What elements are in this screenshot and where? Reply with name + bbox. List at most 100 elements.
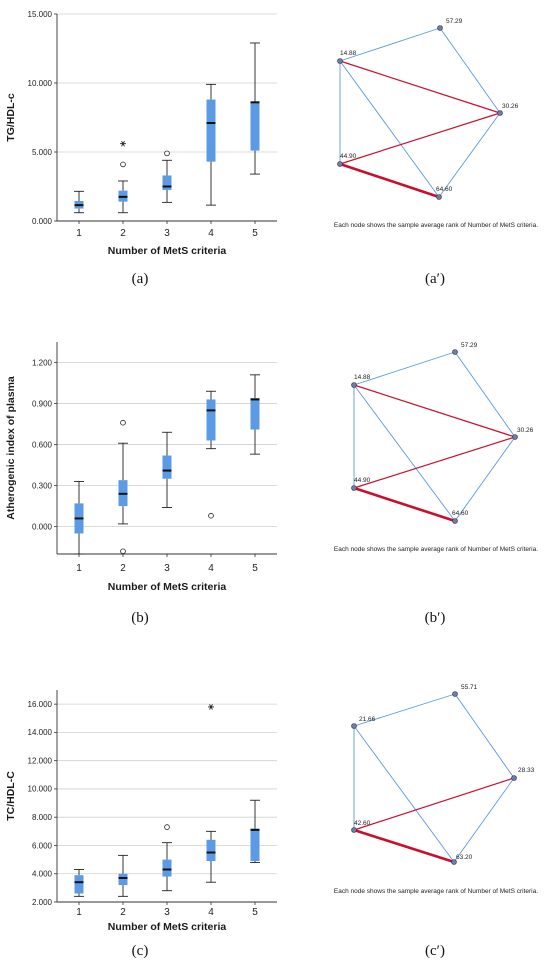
panel-label: (a) bbox=[132, 271, 149, 287]
node-label: 55.71 bbox=[461, 684, 478, 691]
x-tick-label: 1 bbox=[76, 907, 82, 918]
node-label: 44.90 bbox=[354, 477, 371, 484]
box-3 bbox=[162, 431, 172, 508]
y-tick-label: 0.900 bbox=[32, 399, 53, 408]
network-panel-1: 14.88 57.29 30.26 64.60 44.90 Each node shows… bbox=[334, 18, 538, 287]
node-label: 14.88 bbox=[354, 374, 371, 381]
outlier bbox=[164, 824, 170, 830]
box-4 bbox=[206, 390, 216, 519]
node-n4 bbox=[451, 859, 457, 865]
edge-n2-n3 bbox=[454, 693, 515, 779]
y-tick-label: 1.200 bbox=[32, 358, 53, 367]
panel-label: (a′) bbox=[425, 271, 445, 287]
box-5 bbox=[250, 799, 260, 863]
x-tick-label: 2 bbox=[120, 563, 126, 574]
edge-n1-n4 bbox=[353, 725, 455, 863]
x-tick-label: 3 bbox=[164, 228, 170, 239]
y-tick-label: 0.600 bbox=[32, 440, 53, 449]
x-tick-label: 4 bbox=[208, 228, 214, 239]
box-2 bbox=[118, 140, 128, 214]
boxplot-panel-3: 2.000 4.000 6.000 8.000 10.000 12.000 14.000 16… bbox=[5, 690, 277, 959]
x-tick-label: 4 bbox=[208, 563, 214, 574]
network-panel-3: 21.66 55.71 28.33 63.20 42.60 Each node shows… bbox=[334, 684, 538, 959]
x-axis-label: Number of MetS criteria bbox=[108, 581, 227, 593]
node-n5 bbox=[351, 485, 357, 491]
edge-n1-n4 bbox=[353, 384, 456, 522]
node-n4 bbox=[452, 518, 458, 524]
box-4 bbox=[206, 83, 216, 206]
box-iqr bbox=[206, 399, 216, 441]
box-iqr bbox=[250, 828, 260, 862]
edge-n1-n2 bbox=[353, 351, 456, 386]
panel-label: (c′) bbox=[425, 943, 445, 959]
box-1 bbox=[74, 190, 84, 214]
edge-n5-n3 bbox=[339, 112, 501, 165]
network-caption: Each node shows the sample average rank … bbox=[334, 222, 538, 229]
y-axis-label: TG/HDL-c bbox=[5, 93, 17, 142]
node-label: 42.60 bbox=[354, 820, 371, 827]
edge-n5-n4 bbox=[353, 486, 456, 523]
edge-n1-n3 bbox=[339, 60, 501, 114]
node-label: 64.60 bbox=[436, 186, 453, 193]
x-tick-label: 4 bbox=[208, 907, 214, 918]
edge-n2-n3 bbox=[454, 351, 516, 438]
x-tick-label: 5 bbox=[252, 563, 258, 574]
node-label: 57.29 bbox=[446, 18, 463, 25]
x-tick-label: 2 bbox=[120, 907, 126, 918]
outlier bbox=[164, 150, 170, 157]
box-3 bbox=[162, 150, 172, 203]
y-tick-label: 0.000 bbox=[32, 217, 53, 226]
node-label: 28.33 bbox=[518, 767, 535, 774]
x-tick-label: 1 bbox=[76, 228, 82, 239]
edge-n5-n3 bbox=[353, 436, 516, 489]
node-n2 bbox=[452, 349, 458, 355]
box-iqr bbox=[74, 875, 84, 894]
edge-n3-n4 bbox=[453, 777, 515, 863]
x-axis-label: Number of MetS criteria bbox=[108, 921, 227, 933]
edge-n5-n4 bbox=[353, 828, 455, 864]
box-iqr bbox=[162, 859, 172, 877]
box-iqr bbox=[162, 175, 172, 190]
y-axis-label: Atherogenic index of plasma bbox=[5, 376, 17, 520]
edge-n2-n3 bbox=[439, 27, 501, 114]
edge-n1-n2 bbox=[339, 27, 441, 62]
box-iqr bbox=[162, 455, 172, 479]
network-caption: Each node shows the sample average rank … bbox=[334, 546, 538, 553]
x-tick-label: 3 bbox=[164, 563, 170, 574]
network-panel-2: 14.88 57.29 30.26 64.60 44.90 Each node shows… bbox=[334, 342, 538, 626]
node-n1 bbox=[337, 58, 343, 64]
node-n2 bbox=[437, 25, 443, 31]
panel-label: (b) bbox=[131, 610, 149, 626]
box-iqr bbox=[118, 873, 128, 886]
outlier bbox=[120, 161, 126, 168]
box-5 bbox=[250, 42, 260, 175]
y-tick-label: 10.000 bbox=[28, 785, 53, 794]
node-label: 21.66 bbox=[359, 716, 376, 723]
edge-n5-n4 bbox=[339, 162, 440, 199]
box-1 bbox=[74, 481, 84, 555]
y-tick-label: 0.300 bbox=[32, 481, 53, 490]
edge-n5-n3 bbox=[353, 777, 515, 831]
box-iqr bbox=[250, 101, 260, 151]
y-tick-label: 8.000 bbox=[32, 813, 53, 822]
box-iqr bbox=[206, 839, 216, 862]
outlier bbox=[120, 548, 126, 555]
boxplot-panel-2: 0.000 0.300 0.600 0.900 1.200 1 2 3 4 5 Atherogeni… bbox=[5, 342, 277, 626]
outlier-extreme bbox=[120, 140, 126, 147]
y-tick-label: 14.000 bbox=[28, 728, 53, 737]
node-label: 44.90 bbox=[340, 153, 357, 160]
x-tick-label: 5 bbox=[252, 228, 258, 239]
box-4 bbox=[206, 704, 216, 883]
panel-label: (b′) bbox=[425, 610, 446, 626]
y-tick-label: 6.000 bbox=[32, 841, 53, 850]
edge-n1-n4 bbox=[339, 60, 440, 198]
box-iqr bbox=[206, 99, 216, 162]
box-2 bbox=[118, 419, 128, 555]
node-n1 bbox=[351, 382, 357, 388]
y-tick-label: 15.000 bbox=[28, 10, 53, 19]
node-n2 bbox=[452, 691, 458, 697]
node-n5 bbox=[351, 827, 357, 833]
node-label: 30.26 bbox=[502, 103, 519, 110]
y-tick-label: 2.000 bbox=[32, 898, 53, 907]
